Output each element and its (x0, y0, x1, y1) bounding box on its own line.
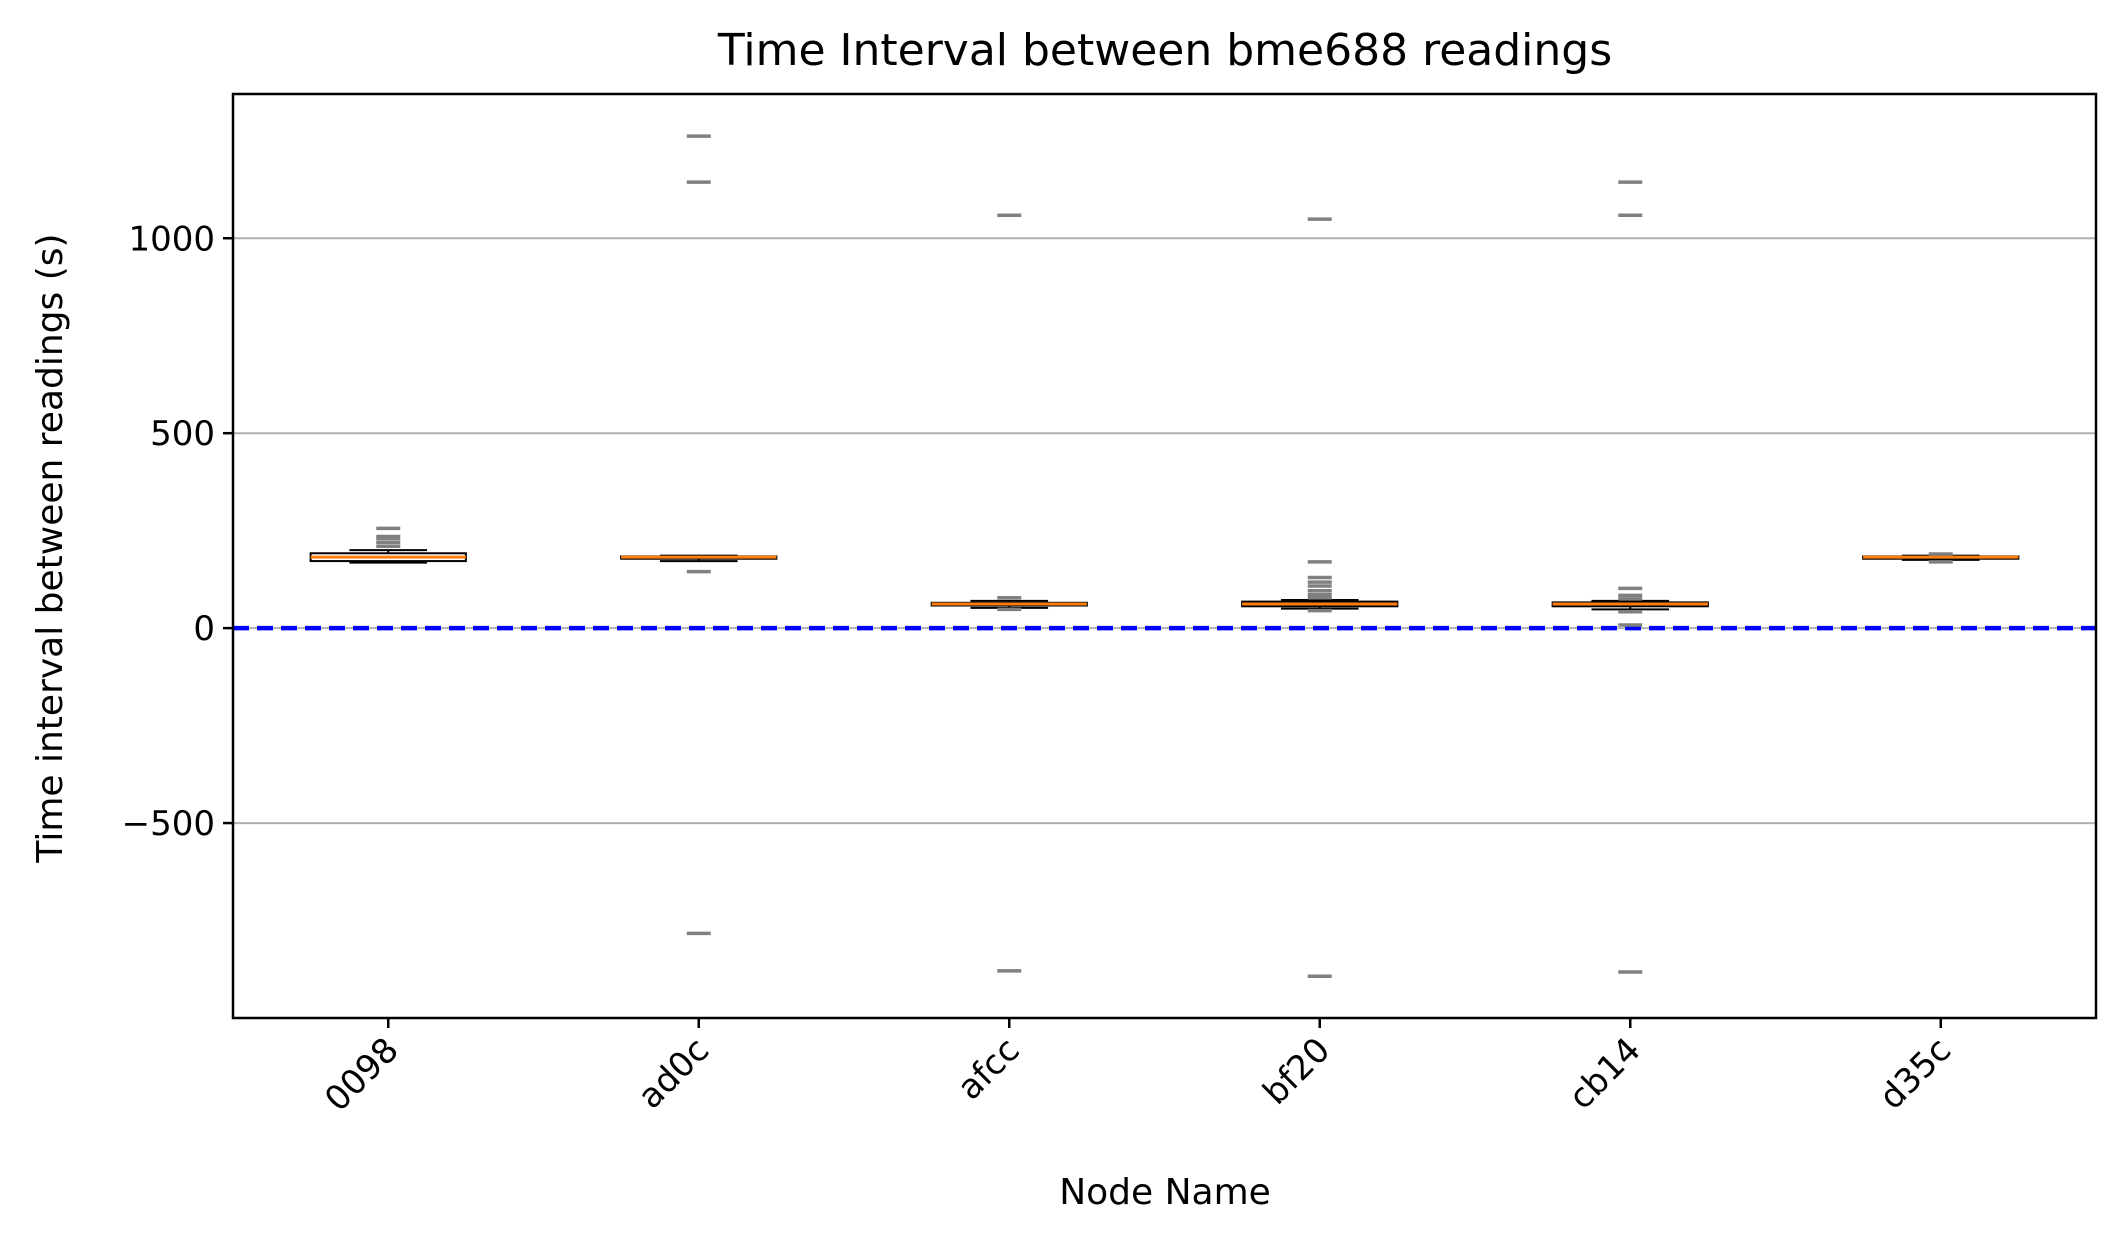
y-tick-label: 500 (150, 414, 215, 454)
grid-lines (233, 237, 2096, 825)
plot-area-frame (231, 92, 2098, 1020)
y-axis-ticks: −500 0 500 1000 (122, 219, 233, 844)
y-tick-label: 1000 (128, 219, 215, 259)
chart-title: Time Interval between bme688 readings (717, 25, 1612, 76)
box-ad0c (620, 134, 778, 936)
x-axis-label: Node Name (1059, 1172, 1271, 1213)
y-tick-label: 0 (193, 609, 215, 649)
y-axis-label: Time interval between readings (s) (30, 233, 71, 863)
box-bf20 (1241, 217, 1399, 979)
boxes-group (309, 134, 2020, 979)
box-d35c (1862, 552, 2020, 564)
box-afcc (930, 213, 1088, 973)
y-tick-label: −500 (122, 804, 215, 844)
box-cb14 (1551, 180, 1709, 974)
box-0098 (309, 526, 467, 564)
